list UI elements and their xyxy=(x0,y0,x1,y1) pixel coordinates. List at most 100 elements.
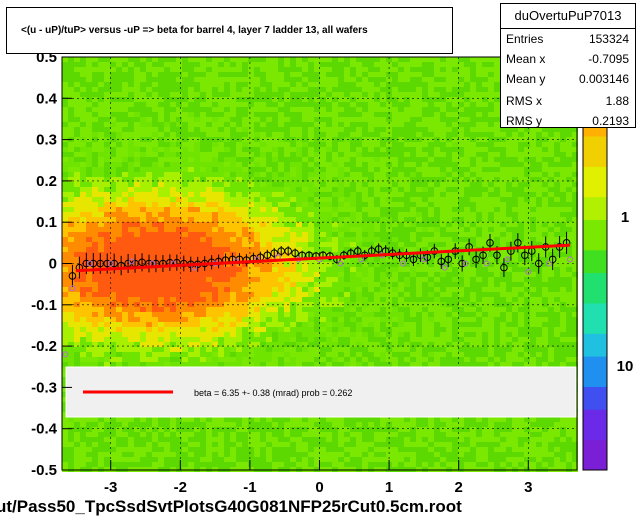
heatmap-cell xyxy=(236,127,242,132)
heatmap-cell xyxy=(308,102,314,107)
heatmap-cell xyxy=(296,442,302,447)
heatmap-cell xyxy=(224,327,230,332)
heatmap-cell xyxy=(362,452,368,457)
heatmap-cell xyxy=(308,127,314,132)
heatmap-cell xyxy=(176,202,182,207)
heatmap-cell xyxy=(248,262,254,267)
heatmap-cell xyxy=(272,227,278,232)
heatmap-cell xyxy=(260,452,266,457)
heatmap-cell xyxy=(236,227,242,232)
heatmap-cell xyxy=(398,297,404,302)
heatmap-cell xyxy=(152,352,158,357)
heatmap-cell xyxy=(62,332,68,337)
heatmap-cell xyxy=(362,277,368,282)
heatmap-cell xyxy=(242,157,248,162)
heatmap-cell xyxy=(248,107,254,112)
heatmap-cell xyxy=(374,57,380,62)
heatmap-cell xyxy=(338,187,344,192)
heatmap-cell xyxy=(392,422,398,427)
heatmap-cell xyxy=(134,62,140,67)
heatmap-cell xyxy=(404,452,410,457)
heatmap-cell xyxy=(164,452,170,457)
heatmap-cell xyxy=(80,92,86,97)
heatmap-cell xyxy=(302,312,308,317)
heatmap-cell xyxy=(62,82,68,87)
heatmap-cell xyxy=(134,357,140,362)
heatmap-cell xyxy=(110,177,116,182)
heatmap-cell xyxy=(110,422,116,427)
heatmap-cell xyxy=(128,242,134,247)
heatmap-cell xyxy=(386,442,392,447)
heatmap-cell xyxy=(284,357,290,362)
heatmap-cell xyxy=(296,227,302,232)
heatmap-cell xyxy=(146,237,152,242)
heatmap-cell xyxy=(128,307,134,312)
heatmap-cell xyxy=(380,342,386,347)
heatmap-cell xyxy=(86,77,92,82)
heatmap-cell xyxy=(218,312,224,317)
heatmap-cell xyxy=(206,107,212,112)
heatmap-cell xyxy=(182,307,188,312)
heatmap-cell xyxy=(308,182,314,187)
heatmap-cell xyxy=(416,362,422,367)
heatmap-cell xyxy=(86,57,92,62)
heatmap-cell xyxy=(80,242,86,247)
heatmap-cell xyxy=(188,317,194,322)
heatmap-cell xyxy=(332,322,338,327)
heatmap-cell xyxy=(368,62,374,67)
heatmap-cell xyxy=(86,177,92,182)
heatmap-cell xyxy=(182,322,188,327)
heatmap-cell xyxy=(122,207,128,212)
heatmap-cell xyxy=(194,282,200,287)
heatmap-cell xyxy=(350,362,356,367)
heatmap-cell xyxy=(386,317,392,322)
heatmap-cell xyxy=(170,272,176,277)
heatmap-cell xyxy=(104,202,110,207)
heatmap-cell xyxy=(410,222,416,227)
heatmap-cell xyxy=(290,77,296,82)
heatmap-cell xyxy=(170,242,176,247)
heatmap-cell xyxy=(104,107,110,112)
heatmap-cell xyxy=(272,177,278,182)
heatmap-cell xyxy=(188,432,194,437)
heatmap-cell xyxy=(80,147,86,152)
heatmap-cell xyxy=(302,337,308,342)
heatmap-cell xyxy=(164,127,170,132)
heatmap-cell xyxy=(158,362,164,367)
heatmap-cell xyxy=(296,92,302,97)
heatmap-cell xyxy=(104,337,110,342)
heatmap-cell xyxy=(128,422,134,427)
heatmap-cell xyxy=(98,417,104,422)
heatmap-cell xyxy=(362,212,368,217)
heatmap-cell xyxy=(74,262,80,267)
heatmap-cell xyxy=(284,92,290,97)
heatmap-cell xyxy=(290,447,296,452)
heatmap-cell xyxy=(164,442,170,447)
heatmap-cell xyxy=(104,332,110,337)
heatmap-cell xyxy=(230,107,236,112)
heatmap-cell xyxy=(320,237,326,242)
heatmap-cell xyxy=(140,192,146,197)
heatmap-cell xyxy=(140,352,146,357)
heatmap-cell xyxy=(242,322,248,327)
heatmap-cell xyxy=(110,327,116,332)
heatmap-cell xyxy=(356,197,362,202)
heatmap-cell xyxy=(158,122,164,127)
heatmap-cell xyxy=(290,317,296,322)
heatmap-cell xyxy=(182,437,188,442)
heatmap-cell xyxy=(152,122,158,127)
heatmap-cell xyxy=(224,262,230,267)
heatmap-cell xyxy=(302,77,308,82)
heatmap-cell xyxy=(398,307,404,312)
heatmap-cell xyxy=(368,67,374,72)
heatmap-cell xyxy=(272,162,278,167)
heatmap-cell xyxy=(212,72,218,77)
heatmap-cell xyxy=(290,232,296,237)
heatmap-cell xyxy=(170,232,176,237)
heatmap-cell xyxy=(338,282,344,287)
heatmap-cell xyxy=(170,182,176,187)
heatmap-cell xyxy=(344,67,350,72)
heatmap-cell xyxy=(374,97,380,102)
heatmap-cell xyxy=(416,317,422,322)
heatmap-cell xyxy=(254,97,260,102)
